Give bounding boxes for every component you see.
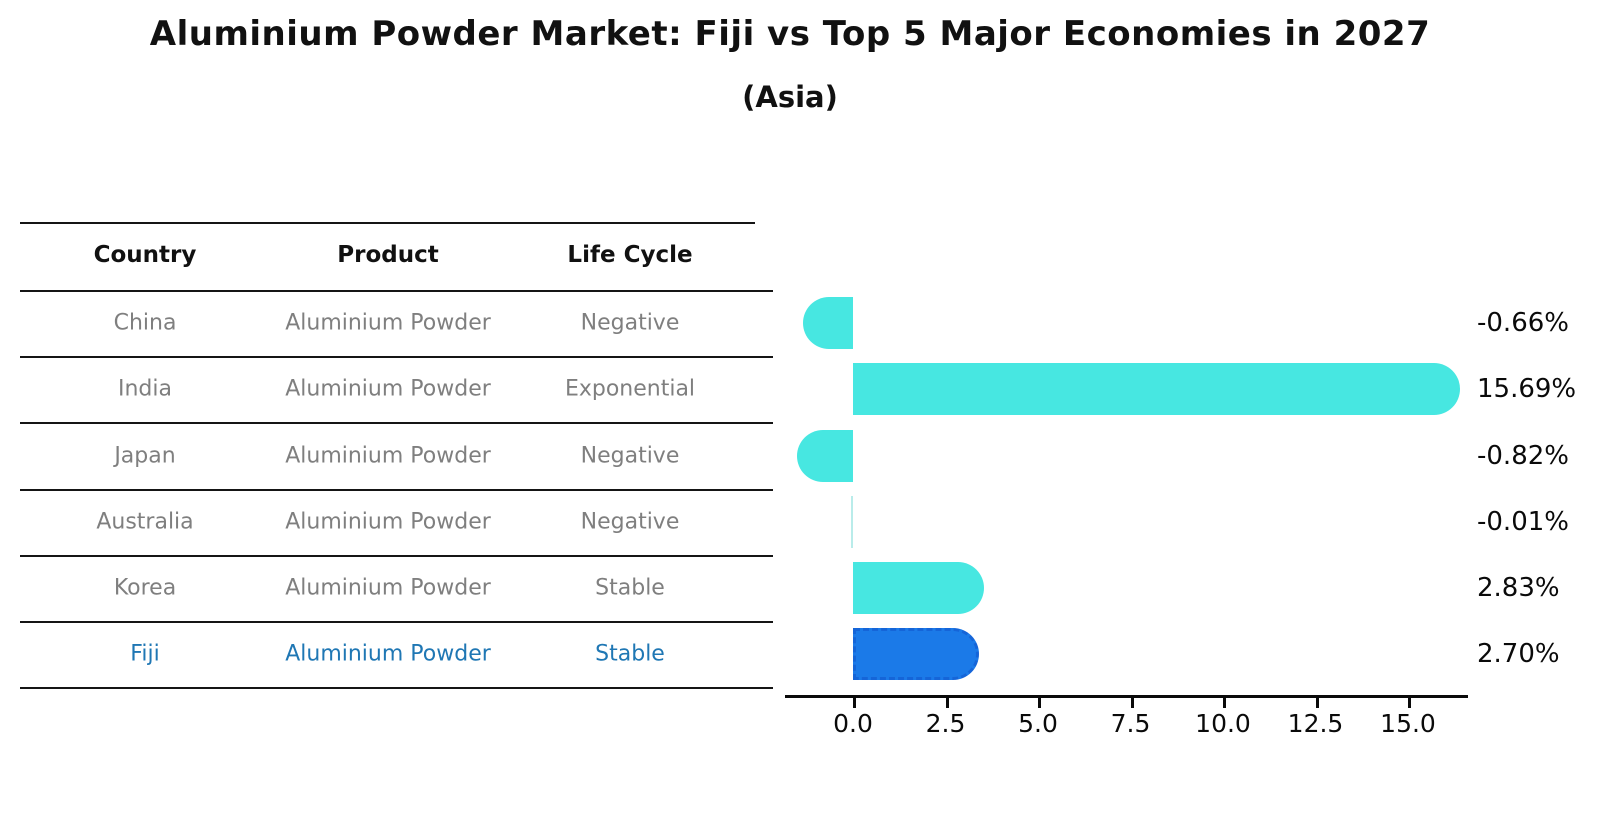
table-row-rule <box>20 488 755 491</box>
x-axis-tick <box>853 697 856 708</box>
bar-value-label: -0.82% <box>1477 440 1569 471</box>
bar-value-label: 2.70% <box>1477 639 1560 670</box>
cell-country: Japan <box>114 443 176 468</box>
cell-country: India <box>118 376 172 402</box>
table-header-country: Country <box>93 242 197 268</box>
bar-korea <box>853 561 984 614</box>
cell-country: Australia <box>96 509 194 535</box>
bar-value-label: -0.66% <box>1477 308 1569 339</box>
x-axis-tick <box>1408 697 1411 708</box>
bar-value-label: -0.01% <box>1477 506 1569 537</box>
cell-life-cycle: Stable <box>595 641 665 667</box>
x-axis-tick <box>945 697 949 708</box>
cell-product: Aluminium Powder <box>285 509 491 535</box>
y-axis-tick <box>755 356 773 359</box>
x-axis-tick <box>1223 697 1226 708</box>
x-axis-tick-label: 0.0 <box>833 709 873 738</box>
chart-title: Aluminium Powder Market: Fiji vs Top 5 M… <box>149 14 1431 54</box>
cell-product: Aluminium Powder <box>285 443 491 468</box>
table-row-rule <box>20 422 755 425</box>
cell-product: Aluminium Powder <box>285 641 491 667</box>
bar-japan <box>796 429 853 482</box>
bar-australia <box>851 495 853 548</box>
cell-product: Aluminium Powder <box>285 310 491 336</box>
cell-life-cycle: Exponential <box>564 376 696 402</box>
y-axis-tick <box>755 621 773 623</box>
cell-country: Korea <box>113 575 177 601</box>
table-row-rule <box>20 687 755 690</box>
cell-product: Aluminium Powder <box>285 575 491 601</box>
x-axis-line <box>785 695 1468 698</box>
table-header-life-cycle: Life Cycle <box>567 242 693 268</box>
table-row-rule <box>20 621 755 623</box>
cell-life-cycle: Stable <box>595 575 665 601</box>
cell-product: Aluminium Powder <box>285 376 491 402</box>
cell-country: Fiji <box>130 641 160 667</box>
table-header-product: Product <box>337 242 439 268</box>
bar-india <box>853 363 1460 416</box>
cell-country: China <box>113 310 177 336</box>
table-row-rule <box>20 554 755 557</box>
table-header-rule <box>20 290 755 292</box>
x-axis-tick <box>1038 697 1041 708</box>
x-axis-tick-label: 7.5 <box>1110 709 1151 738</box>
x-axis-tick-label: 12.5 <box>1287 709 1344 738</box>
cell-life-cycle: Negative <box>580 310 680 336</box>
y-axis-tick <box>755 488 773 491</box>
cell-life-cycle: Negative <box>580 509 680 535</box>
table-top-rule <box>20 222 755 224</box>
x-axis-tick <box>1315 697 1319 708</box>
x-axis-tick-label: 5.0 <box>1018 709 1058 738</box>
table-row-rule <box>20 356 755 359</box>
x-axis-tick-label: 2.5 <box>925 709 966 738</box>
bar-china <box>802 297 853 350</box>
x-axis-tick-label: 15.0 <box>1380 709 1436 738</box>
bar-fiji <box>853 628 979 681</box>
bar-value-label: 2.83% <box>1477 572 1560 603</box>
x-axis-tick-label: 10.0 <box>1195 709 1251 738</box>
y-axis-tick <box>755 554 773 557</box>
bar-value-label: 15.69% <box>1477 374 1577 405</box>
chart-subtitle: (Asia) <box>742 80 838 114</box>
cell-life-cycle: Negative <box>580 443 680 468</box>
y-axis-tick <box>755 422 773 425</box>
y-axis-tick <box>755 290 773 292</box>
x-axis-tick <box>1130 697 1134 708</box>
y-axis-tick <box>755 687 773 690</box>
